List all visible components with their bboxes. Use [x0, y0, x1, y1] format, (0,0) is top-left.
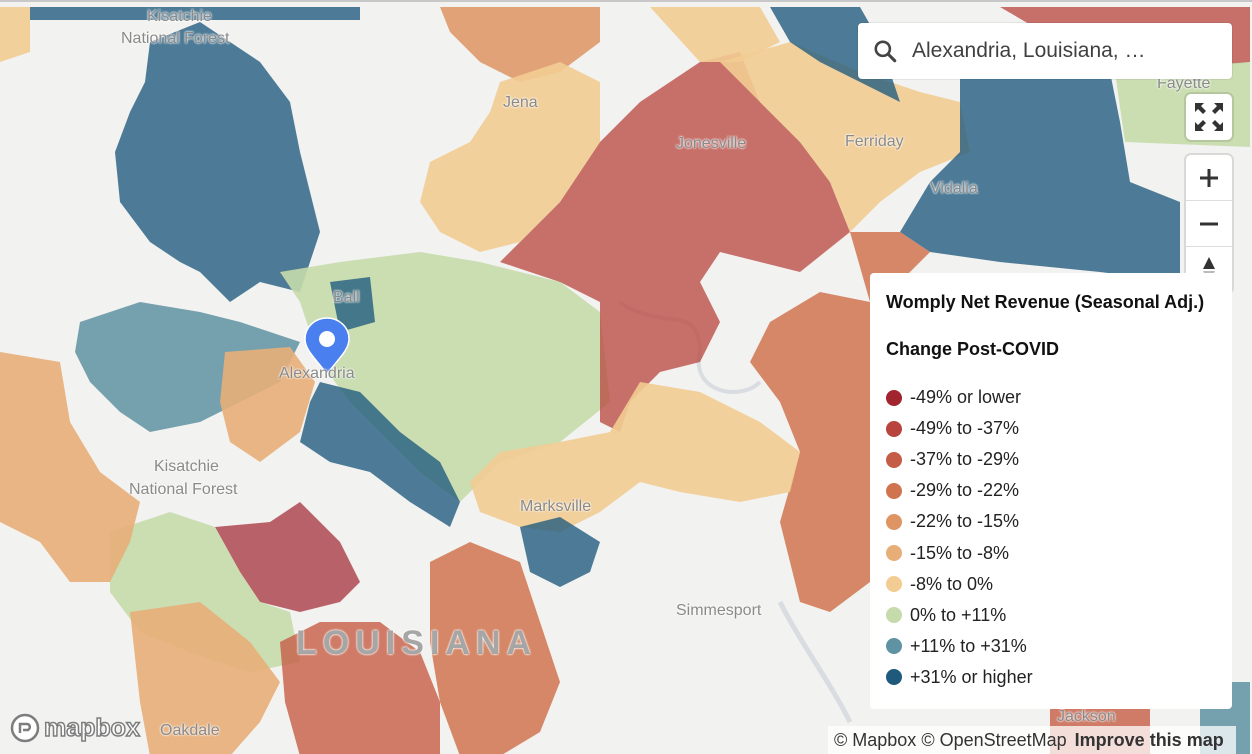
place-label: Jena: [503, 94, 538, 111]
legend-item: -37% to -29%: [886, 444, 1216, 475]
legend-label: 0% to +11%: [910, 604, 1007, 625]
region: [430, 542, 560, 754]
region: [300, 382, 460, 527]
region: [720, 42, 970, 232]
legend-item: -49% or lower: [886, 382, 1216, 413]
region: [30, 7, 360, 20]
legend-swatch: [886, 513, 902, 530]
region: [0, 7, 30, 62]
region: [220, 347, 315, 462]
legend-label: -8% to 0%: [910, 573, 994, 594]
region: [520, 517, 600, 587]
region: [750, 232, 930, 612]
place-label: Jackson: [1057, 708, 1116, 725]
zoom-control: [1186, 155, 1232, 293]
attribution-mapbox-link[interactable]: © Mapbox: [834, 729, 917, 750]
legend-swatch: [886, 638, 902, 655]
place-label: National Forest: [121, 30, 230, 47]
place-label: Kisatchie: [147, 8, 212, 25]
place-label: Marksville: [520, 498, 592, 515]
legend-label: +11% to +31%: [910, 635, 1027, 656]
region: [650, 7, 780, 62]
place-label: National Forest: [129, 481, 238, 498]
legend-swatch: [886, 420, 902, 437]
improve-map-link[interactable]: Improve this map: [1074, 729, 1224, 750]
legend-swatch: [886, 607, 902, 624]
mapbox-logo-icon: [10, 713, 40, 743]
region: [500, 52, 850, 432]
place-label: Oakdale: [160, 722, 220, 739]
search-icon: [874, 40, 897, 63]
legend-swatch: [886, 451, 902, 468]
place-label: Ferriday: [845, 133, 904, 150]
legend-label: +31% or higher: [910, 666, 1033, 687]
legend-swatch: [886, 576, 902, 593]
region: [330, 277, 375, 332]
legend-item: -49% to -37%: [886, 413, 1216, 444]
legend: Womply Net Revenue (Seasonal Adj.) Chang…: [870, 273, 1232, 709]
legend-subtitle: Change Post-COVID: [886, 339, 1060, 359]
legend-item: -29% to -22%: [886, 475, 1216, 506]
region: [470, 382, 800, 532]
region: [420, 62, 600, 252]
legend-swatch: [886, 389, 902, 406]
zoom-in-button[interactable]: [1186, 155, 1232, 201]
location-marker[interactable]: [304, 317, 350, 376]
region: [0, 352, 140, 582]
place-label: Fayette: [1157, 75, 1211, 92]
region: [115, 22, 320, 302]
legend-label: -49% to -37%: [910, 418, 1020, 439]
river: [777, 600, 853, 724]
legend-item: +31% or higher: [886, 662, 1216, 693]
place-label: Alexandria: [279, 365, 355, 382]
legend-item: 0% to +11%: [886, 600, 1216, 631]
place-label: Simmesport: [676, 602, 762, 619]
legend-item: -15% to -8%: [886, 537, 1216, 568]
zoom-out-button[interactable]: [1186, 201, 1232, 247]
fullscreen-button[interactable]: [1186, 94, 1232, 140]
legend-label: -37% to -29%: [910, 449, 1020, 470]
legend-label: -22% to -15%: [910, 511, 1020, 532]
legend-swatch: [886, 545, 902, 562]
legend-item: +11% to +31%: [886, 631, 1216, 662]
mapbox-logo[interactable]: mapbox: [10, 713, 141, 743]
legend-label: -49% or lower: [910, 387, 1022, 408]
legend-swatch: [886, 482, 902, 499]
plus-icon: [1200, 168, 1218, 187]
attribution-osm-link[interactable]: © OpenStreetMap: [921, 729, 1067, 750]
state-label: LOUISIANA: [296, 624, 537, 662]
search-box[interactable]: Alexandria, Louisiana, …: [858, 23, 1232, 79]
legend-item: -8% to 0%: [886, 569, 1216, 600]
region: [130, 602, 280, 754]
fullscreen-icon: [1195, 103, 1223, 131]
search-input[interactable]: Alexandria, Louisiana, …: [912, 39, 1146, 62]
region: [215, 502, 360, 612]
place-label: Vidalia: [930, 180, 978, 197]
legend-label: -29% to -22%: [910, 480, 1020, 501]
place-label: Ball: [333, 289, 360, 306]
place-label: Kisatchie: [154, 458, 219, 475]
legend-title: Womply Net Revenue (Seasonal Adj.): [886, 292, 1205, 312]
legend-item: -22% to -15%: [886, 506, 1216, 537]
mapbox-logo-text: mapbox: [43, 713, 140, 743]
minus-icon: [1200, 222, 1218, 225]
legend-label: -15% to -8%: [910, 542, 1010, 563]
region: [280, 622, 440, 754]
attribution: © Mapbox © OpenStreetMap Improve this ma…: [828, 726, 1236, 754]
legend-swatch: [886, 669, 902, 686]
legend-list: -49% or lower -49% to -37% -37% to -29% -29…: [886, 382, 1216, 693]
place-label: Jonesville: [676, 135, 747, 152]
region: [900, 72, 1180, 282]
